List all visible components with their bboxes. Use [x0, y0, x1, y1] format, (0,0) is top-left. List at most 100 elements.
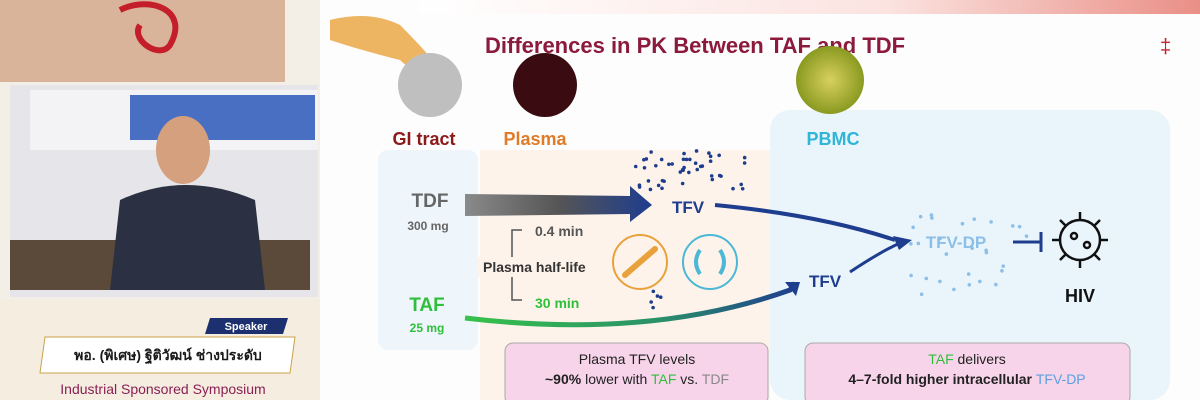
molecule-dot	[708, 159, 713, 164]
callout-line: ~90% lower with TAF vs. TDF	[545, 371, 729, 387]
molecule-dot	[740, 186, 745, 191]
molecule-dot	[648, 187, 653, 192]
molecule-dot	[966, 272, 971, 276]
drug-dose: 300 mg	[407, 219, 448, 233]
speaker-name: พอ. (พิเศษ) ฐิติวัฒน์ ช่างประดับ	[74, 347, 262, 365]
callout-line: 4–7-fold higher intracellular TFV-DP	[848, 371, 1085, 387]
molecule-dot	[984, 250, 989, 255]
molecule-dot	[654, 163, 658, 168]
molecule-dot	[918, 214, 923, 219]
molecule-dot	[960, 221, 965, 226]
callout-box	[804, 342, 1131, 405]
molecule-dot	[694, 149, 699, 153]
callout-text: TAF	[651, 371, 676, 387]
bone	[622, 246, 658, 278]
molecule-dot	[717, 173, 722, 178]
callout-text: TDF	[702, 371, 729, 387]
drug-name: TAF	[409, 295, 445, 316]
role-tag	[205, 318, 288, 334]
callout-text: vs.	[676, 371, 701, 387]
half-life-taf: 30 min	[535, 295, 579, 311]
molecule-dot	[649, 300, 653, 304]
molecule-dot	[660, 186, 664, 191]
molecule-dot	[1010, 224, 1015, 228]
molecule-dot	[972, 217, 977, 221]
bone-icon	[612, 234, 668, 290]
arrow-head	[785, 282, 800, 296]
metabolite: TFV-DP	[926, 233, 986, 252]
name-banner	[39, 336, 296, 374]
molecule-dot	[742, 155, 747, 160]
footnote-mark: ‡	[1160, 36, 1171, 58]
molecule-dot	[684, 157, 689, 162]
molecule-dot	[637, 185, 642, 189]
molecule-dot	[642, 165, 647, 170]
event-name: Industrial Sponsored Symposium	[60, 381, 265, 397]
callout-text: -fold higher intracellular	[872, 371, 1036, 387]
molecule-dot	[658, 295, 663, 299]
tfv-arrow	[849, 241, 901, 274]
molecule-dot	[682, 151, 686, 156]
molecule-dot	[688, 157, 692, 162]
molecule-dot	[978, 279, 982, 284]
molecule-dot	[967, 282, 972, 287]
molecule-dot	[687, 170, 691, 175]
callout-text: 4–7	[848, 371, 872, 387]
molecule-dot	[916, 241, 921, 246]
molecule-dot	[911, 225, 915, 230]
molecule-dot	[659, 157, 664, 162]
molecule-dot	[938, 279, 942, 284]
callout-box	[504, 342, 769, 405]
drug-name: TDF	[412, 191, 449, 212]
red-ribbon	[118, 1, 179, 54]
molecule-dot	[700, 164, 705, 168]
molecule-dot	[909, 273, 913, 278]
molecule-dot	[680, 181, 685, 186]
molecule-dot	[1000, 269, 1004, 273]
compartment-label: Plasma	[503, 129, 567, 149]
molecule-dot	[1024, 234, 1029, 238]
taf-arrow	[464, 281, 798, 328]
molecule-dot	[651, 305, 655, 310]
molecule-dot	[651, 289, 656, 294]
molecule-dot	[924, 276, 929, 281]
slide-top-band	[420, 0, 1200, 14]
molecule-dot	[649, 150, 653, 154]
face	[156, 116, 210, 184]
virus-icon	[1052, 212, 1108, 268]
molecule-dot	[670, 162, 675, 166]
molecule-dot	[970, 246, 974, 250]
molecule-dot	[644, 157, 649, 161]
molecule-dot	[1001, 264, 1006, 268]
molecule-dot	[989, 220, 993, 224]
callout-text: delivers	[954, 351, 1006, 367]
callout-line: Plasma TFV levels	[579, 351, 695, 367]
callout-text: TAF	[928, 351, 953, 367]
molecule-dot	[944, 252, 949, 256]
molecule-dot	[660, 178, 665, 183]
plasma-icon	[513, 53, 577, 117]
suit	[110, 185, 265, 290]
label-bg	[478, 257, 598, 277]
molecule-dot	[930, 216, 934, 220]
molecule-dot	[739, 182, 744, 187]
metabolite: TFV	[809, 272, 842, 291]
molecule-dot	[1017, 224, 1022, 229]
molecule-dot	[707, 151, 711, 155]
molecule-dot	[708, 154, 713, 159]
molecule-dot	[681, 157, 686, 162]
molecule-dot	[929, 213, 934, 217]
molecule-dot	[633, 164, 638, 169]
drug-dose: 25 mg	[410, 321, 445, 335]
callout-text: TFV-DP	[1036, 371, 1086, 387]
kidneys	[694, 248, 726, 276]
backdrop-banner	[130, 95, 315, 140]
molecule-dot	[693, 161, 698, 166]
role: Speaker	[225, 321, 269, 333]
molecule-dot	[731, 186, 735, 191]
kidney-icon	[682, 234, 738, 290]
molecule-dot	[717, 153, 721, 158]
molecule-dot	[919, 292, 924, 297]
molecule-dot	[709, 174, 714, 178]
